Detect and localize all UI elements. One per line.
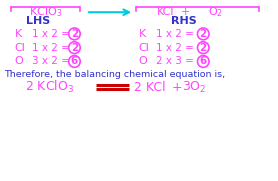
- Text: +: +: [172, 81, 182, 94]
- Text: RHS: RHS: [171, 16, 197, 26]
- Text: 3O$_2$: 3O$_2$: [182, 79, 207, 95]
- Text: K: K: [15, 29, 22, 39]
- Text: O: O: [139, 56, 148, 66]
- Text: KClO$_3$: KClO$_3$: [29, 5, 62, 19]
- Text: Cl: Cl: [139, 43, 150, 53]
- Text: K: K: [139, 29, 146, 39]
- Text: O$_2$: O$_2$: [208, 5, 223, 19]
- Text: 2: 2: [71, 43, 78, 53]
- Text: 1 x 2 =: 1 x 2 =: [156, 43, 194, 53]
- Text: 2 KClO$_3$: 2 KClO$_3$: [25, 79, 75, 95]
- Text: 2 x 3 =: 2 x 3 =: [156, 56, 194, 66]
- Text: O: O: [15, 56, 24, 66]
- Text: 1 x 2 =: 1 x 2 =: [32, 43, 70, 53]
- Text: 2: 2: [200, 29, 207, 39]
- Text: +: +: [181, 7, 191, 17]
- Text: 3 x 2 =: 3 x 2 =: [32, 56, 70, 66]
- Text: 6: 6: [200, 56, 207, 66]
- Text: KCl: KCl: [157, 7, 175, 17]
- Text: 2: 2: [200, 43, 207, 53]
- Text: Cl: Cl: [15, 43, 26, 53]
- Text: LHS: LHS: [26, 16, 50, 26]
- Text: 2: 2: [71, 29, 78, 39]
- Text: 1 x 2 =: 1 x 2 =: [32, 29, 70, 39]
- Text: 6: 6: [71, 56, 78, 66]
- Text: Therefore, the balancing chemical equation is,: Therefore, the balancing chemical equati…: [4, 70, 225, 79]
- Text: 1 x 2 =: 1 x 2 =: [156, 29, 194, 39]
- Text: 2 KCl: 2 KCl: [134, 81, 166, 94]
